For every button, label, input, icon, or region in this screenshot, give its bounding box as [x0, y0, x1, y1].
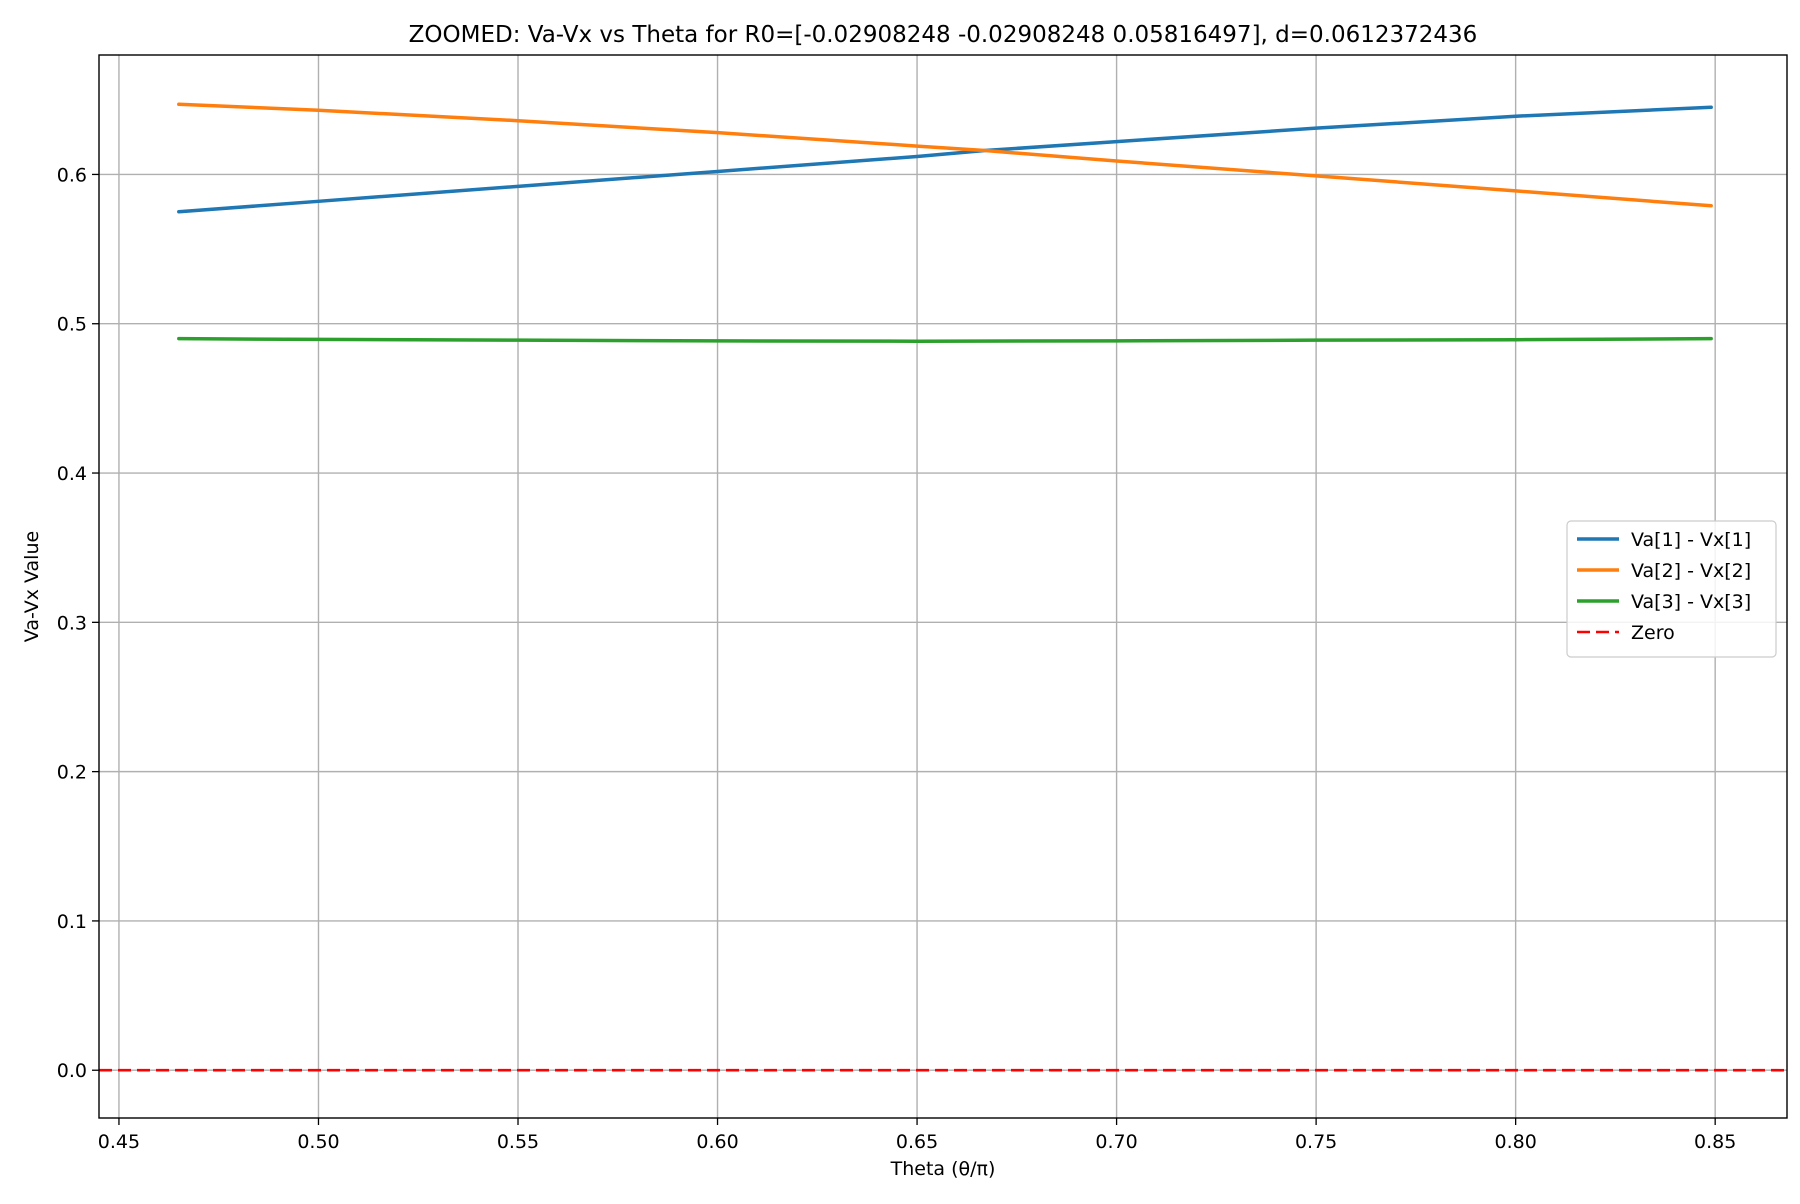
legend-label: Va[3] - Vx[3] [1631, 591, 1751, 613]
legend-label: Zero [1631, 622, 1675, 644]
x-tick-label: 0.60 [696, 1131, 738, 1153]
legend: Va[1] - Vx[1] Va[2] - Vx[2] Va[3] - Vx[3] Z… [1566, 520, 1777, 658]
x-tick-label: 0.70 [1095, 1131, 1137, 1153]
series-line-va-3-vx-3 [177, 336, 1713, 343]
y-tick-label: 0.2 [57, 762, 87, 784]
x-tick-label: 0.45 [98, 1131, 140, 1153]
chart-title: ZOOMED: Va-Vx vs Theta for R0=[-0.029082… [409, 22, 1478, 48]
series-lines [99, 102, 1787, 1072]
series-line-va-2-vx-2 [177, 102, 1713, 208]
x-tick-label: 0.50 [297, 1131, 339, 1153]
grid-lines [99, 55, 1787, 1118]
x-tick-label: 0.85 [1694, 1131, 1736, 1153]
x-tick-label: 0.80 [1494, 1131, 1536, 1153]
y-axis-label: Va-Vx Value [21, 531, 43, 642]
y-tick-label: 0.5 [57, 314, 87, 336]
legend-label: Va[2] - Vx[2] [1631, 560, 1751, 582]
plot-frame [98, 54, 1788, 1119]
series-line-va-1-vx-1 [177, 105, 1713, 214]
y-tick-label: 0.6 [57, 164, 87, 186]
axis-ticks: 0.45 0.50 0.55 0.60 0.65 0.70 0.75 0.80 0.85 0.0 0… [57, 164, 1737, 1153]
y-tick-label: 0.3 [57, 612, 87, 634]
x-tick-label: 0.55 [497, 1131, 539, 1153]
legend-label: Va[1] - Vx[1] [1631, 529, 1751, 551]
legend-box [1566, 520, 1777, 658]
y-tick-label: 0.4 [57, 463, 87, 485]
y-tick-label: 0.0 [57, 1060, 87, 1082]
y-tick-label: 0.1 [57, 911, 87, 933]
x-tick-label: 0.65 [896, 1131, 938, 1153]
x-tick-label: 0.75 [1295, 1131, 1337, 1153]
x-axis-label: Theta (θ/π) [890, 1158, 996, 1180]
